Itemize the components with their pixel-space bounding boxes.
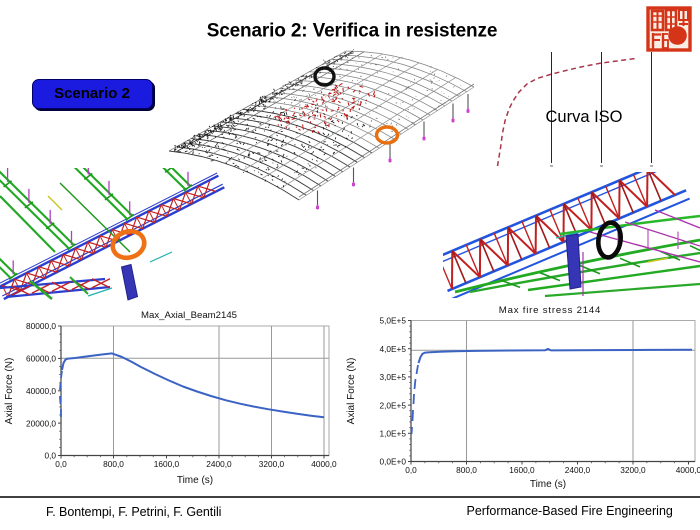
svg-text:Time (s): Time (s) [530, 479, 566, 490]
svg-text:800,0: 800,0 [456, 465, 477, 475]
svg-text:60000,0: 60000,0 [26, 354, 56, 364]
svg-text:Scenario 2: Verifica in resist: Scenario 2: Verifica in resistenze [207, 21, 498, 42]
svg-text:800,0: 800,0 [103, 459, 124, 469]
svg-text:Axial Force (N): Axial Force (N) [346, 358, 357, 425]
svg-text:20000,0: 20000,0 [26, 418, 56, 428]
svg-text:3,0E+5: 3,0E+5 [379, 372, 406, 382]
svg-text:F. Bontempi, F. Petrini, F. Ge: F. Bontempi, F. Petrini, F. Gentili [46, 505, 221, 519]
svg-text:0,0: 0,0 [405, 465, 417, 475]
svg-text:1600,0: 1600,0 [509, 465, 535, 475]
svg-text:2,0E+5: 2,0E+5 [379, 400, 406, 410]
svg-text:Performance-Based Fire Enginee: Performance-Based Fire Engineering [467, 504, 673, 518]
svg-text:Curva ISO: Curva ISO [545, 108, 622, 126]
svg-text:Time (s): Time (s) [177, 475, 213, 486]
svg-text:Max fire stress 2144: Max fire stress 2144 [499, 305, 601, 316]
svg-text:5,0E+5: 5,0E+5 [379, 316, 406, 326]
svg-text:2400,0: 2400,0 [206, 459, 232, 469]
svg-text:40000,0: 40000,0 [26, 386, 56, 396]
svg-text:1,0E+5: 1,0E+5 [379, 429, 406, 439]
svg-text:4000,0: 4000,0 [676, 465, 700, 475]
svg-text:2400,0: 2400,0 [565, 465, 591, 475]
svg-text:4000,0: 4000,0 [311, 459, 337, 469]
svg-text:Axial Force (N): Axial Force (N) [4, 358, 15, 425]
svg-text:0,0: 0,0 [55, 459, 67, 469]
svg-text:4,0E+5: 4,0E+5 [379, 344, 406, 354]
svg-text:Max_Axial_Beam2145: Max_Axial_Beam2145 [141, 310, 237, 321]
svg-text:80000,0: 80000,0 [26, 321, 56, 331]
svg-text:3200,0: 3200,0 [620, 465, 646, 475]
svg-text:3200,0: 3200,0 [259, 459, 285, 469]
svg-text:0,0E+0: 0,0E+0 [379, 457, 406, 467]
svg-text:1600,0: 1600,0 [154, 459, 180, 469]
